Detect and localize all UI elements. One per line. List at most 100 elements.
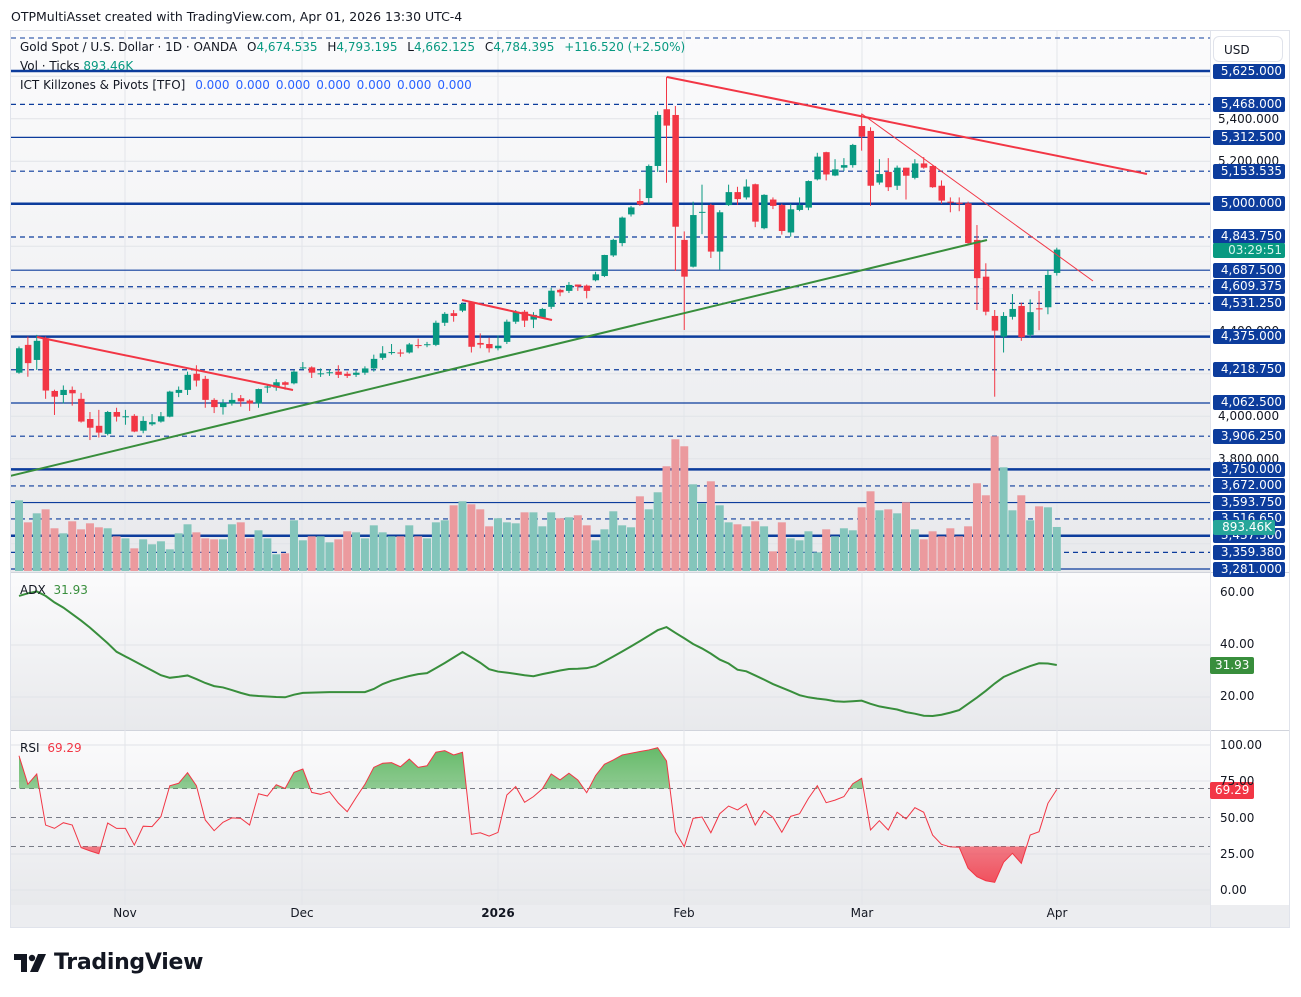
candle-body xyxy=(539,308,546,318)
volume-bar xyxy=(378,532,387,571)
main-pane[interactable] xyxy=(11,31,1210,572)
candle-body xyxy=(894,167,901,186)
candle-body xyxy=(681,239,688,277)
volume-bar xyxy=(813,552,822,571)
candle-body xyxy=(574,284,582,287)
candle-body xyxy=(752,184,759,222)
adx-axis-label: 40.00 xyxy=(1220,637,1255,651)
candle-body xyxy=(1044,274,1052,308)
volume-bar xyxy=(476,509,485,571)
volume-bar xyxy=(334,539,343,571)
open-value: 4,674.535 xyxy=(256,40,318,54)
rsi-legend[interactable]: RSI 69.29 xyxy=(20,741,82,755)
volume-bar xyxy=(937,536,946,571)
candle-body xyxy=(823,152,830,175)
candle-body xyxy=(867,130,875,186)
volume-bar xyxy=(733,524,742,571)
volume-bar xyxy=(644,509,653,571)
close-label: C xyxy=(484,40,494,54)
volume-bar xyxy=(857,507,866,571)
candle-body xyxy=(140,420,147,431)
volume-bar xyxy=(564,517,573,571)
pivot-level-label: 4,062.500 xyxy=(1213,395,1285,411)
candle-body xyxy=(494,345,502,349)
candle-body xyxy=(51,390,58,397)
candle-body xyxy=(982,276,990,312)
adx-value-tag: 31.93 xyxy=(1210,657,1255,674)
pivot-level-label: 4,375.000 xyxy=(1213,329,1285,345)
candle-body xyxy=(734,192,741,200)
pivot-level-label: 4,687.500 xyxy=(1213,262,1285,278)
volume-bar xyxy=(848,530,857,571)
volume-bar xyxy=(467,504,476,571)
volume-bar xyxy=(15,500,23,571)
volume-bar xyxy=(360,538,369,571)
red-trendline[interactable] xyxy=(666,76,1148,175)
candle-body xyxy=(521,311,529,321)
candle-body xyxy=(282,382,289,385)
candle-body xyxy=(477,342,484,345)
adx-pane[interactable] xyxy=(11,573,1210,730)
time-label-feb: Feb xyxy=(673,906,695,920)
volume-bar xyxy=(50,528,59,571)
green-trendline[interactable] xyxy=(10,239,988,477)
pivot-level-label: 3,593.750 xyxy=(1213,495,1285,511)
time-label-apr: Apr xyxy=(1046,906,1068,920)
chart-frame xyxy=(10,30,1290,928)
volume-bar xyxy=(227,524,236,571)
candle-body xyxy=(787,209,795,233)
candle-body xyxy=(965,203,972,244)
candle-body xyxy=(628,207,635,215)
candle-body xyxy=(548,290,555,307)
time-axis[interactable] xyxy=(11,905,1289,927)
volume-bar xyxy=(440,520,449,571)
time-label-2026: 2026 xyxy=(481,906,515,920)
indicator-value: 0.000 xyxy=(195,78,230,92)
symbol-name: Gold Spot / U.S. Dollar · 1D · OANDA xyxy=(20,40,238,54)
candle-body xyxy=(743,186,750,198)
rsi-line xyxy=(18,747,1058,883)
candle-body xyxy=(1018,305,1025,338)
candles xyxy=(16,76,1061,441)
pivot-level-label: 4,218.750 xyxy=(1213,362,1285,378)
volume-bar xyxy=(59,533,68,571)
symbol-legend[interactable]: Gold Spot / U.S. Dollar · 1D · OANDA O4,… xyxy=(20,40,685,54)
indicator-legend[interactable]: ICT Killzones & Pivots [TFO] 0.000 0.000 0… xyxy=(20,78,472,92)
candle-body xyxy=(947,201,954,203)
candle-body xyxy=(814,156,821,180)
candle-body xyxy=(1027,312,1034,335)
candle-body xyxy=(406,344,413,353)
volume-bar xyxy=(600,529,609,571)
candle-body xyxy=(273,382,280,388)
candle-body xyxy=(973,239,981,279)
low-label: L xyxy=(407,40,414,54)
trendlines[interactable] xyxy=(10,76,1148,477)
volume-bar xyxy=(972,483,981,571)
red-trendline[interactable] xyxy=(461,299,553,321)
candle-body xyxy=(672,114,679,227)
tradingview-logo[interactable]: TradingView xyxy=(14,950,203,975)
candle-body xyxy=(379,353,387,358)
rsi-axis-label: 0.00 xyxy=(1220,883,1247,897)
candle-body xyxy=(353,372,360,375)
red-trendline-thin[interactable] xyxy=(861,113,1094,282)
volume-bar xyxy=(893,513,902,571)
volume-bar xyxy=(192,532,201,571)
volume-bar xyxy=(307,536,316,571)
candle-body xyxy=(725,192,733,206)
volume-bar xyxy=(964,526,973,571)
adx-legend[interactable]: ADX 31.93 xyxy=(20,583,88,597)
pivot-level-label: 4,531.250 xyxy=(1213,295,1285,311)
candle-body xyxy=(317,373,325,375)
volume-bar xyxy=(760,526,769,571)
volume-bar xyxy=(396,536,405,571)
volume-bar xyxy=(414,536,423,571)
red-trendline[interactable] xyxy=(36,336,294,391)
candle-body xyxy=(370,358,378,369)
volume-legend[interactable]: Vol · Ticks 893.46K xyxy=(20,59,133,73)
volume-bar xyxy=(32,513,41,571)
volume-bar xyxy=(1035,506,1044,571)
rsi-value-tag: 69.29 xyxy=(1210,782,1255,799)
currency-button[interactable]: USD xyxy=(1213,36,1283,62)
